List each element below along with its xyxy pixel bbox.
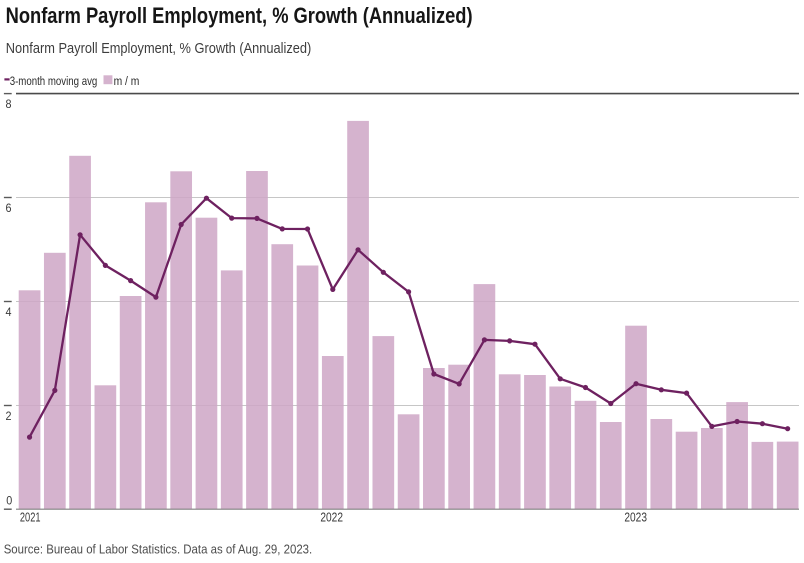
svg-text:8: 8 xyxy=(6,97,12,111)
svg-text:2023: 2023 xyxy=(624,511,647,525)
svg-text:2022: 2022 xyxy=(320,511,343,525)
svg-text:Nonfarm Payroll Employment, %: Nonfarm Payroll Employment, % Growth (An… xyxy=(6,41,312,57)
svg-text:Source: Bureau of Labor Statis: Source: Bureau of Labor Statistics. Data… xyxy=(4,542,313,557)
svg-text:6: 6 xyxy=(6,201,12,215)
svg-text:4: 4 xyxy=(6,305,12,319)
svg-text:0: 0 xyxy=(6,493,12,507)
svg-text:m / m: m / m xyxy=(114,74,140,88)
svg-text:2021: 2021 xyxy=(20,511,41,525)
svg-text:Nonfarm Payroll Employment, %: Nonfarm Payroll Employment, % Growth (An… xyxy=(6,3,473,28)
svg-text:2: 2 xyxy=(6,409,12,423)
svg-text:3-month moving avg: 3-month moving avg xyxy=(10,74,98,88)
